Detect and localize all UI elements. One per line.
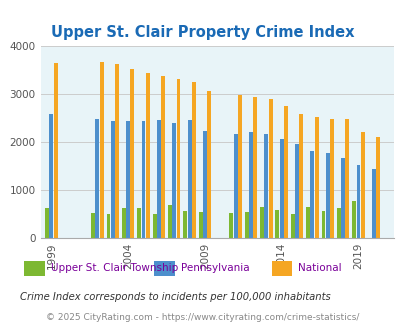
Bar <box>45 208 49 238</box>
Bar <box>375 137 379 238</box>
Bar <box>115 64 119 238</box>
Bar <box>145 73 149 238</box>
Bar <box>279 139 283 238</box>
Text: Upper St. Clair Property Crime Index: Upper St. Clair Property Crime Index <box>51 25 354 40</box>
Bar <box>130 69 134 238</box>
Text: Pennsylvania: Pennsylvania <box>180 263 249 273</box>
Bar <box>233 134 237 238</box>
Bar <box>156 120 160 238</box>
Bar <box>202 131 207 238</box>
Bar <box>371 169 375 238</box>
Bar <box>152 214 156 238</box>
Bar <box>321 211 325 238</box>
Text: National: National <box>298 263 341 273</box>
Bar <box>268 99 272 238</box>
Bar <box>294 144 298 238</box>
Bar <box>187 120 191 238</box>
Bar <box>122 208 126 238</box>
Bar <box>253 97 257 238</box>
Bar <box>53 63 58 238</box>
Bar <box>198 212 202 238</box>
Bar <box>244 212 248 238</box>
Text: Upper St. Clair Township: Upper St. Clair Township <box>51 263 177 273</box>
Bar <box>111 121 115 238</box>
Bar <box>314 117 318 238</box>
Bar <box>126 121 130 238</box>
Bar <box>137 209 141 238</box>
Bar <box>260 207 263 238</box>
Bar <box>141 121 145 238</box>
Bar <box>284 106 287 238</box>
Bar <box>298 114 303 238</box>
Bar <box>352 201 355 238</box>
Text: Crime Index corresponds to incidents per 100,000 inhabitants: Crime Index corresponds to incidents per… <box>20 292 330 302</box>
Bar <box>325 153 329 238</box>
Bar <box>305 207 309 238</box>
Bar <box>172 123 176 238</box>
Bar <box>229 213 233 238</box>
Bar <box>168 205 171 238</box>
Bar <box>360 132 364 238</box>
Bar <box>264 134 268 238</box>
Bar <box>345 119 349 238</box>
Bar <box>356 165 360 238</box>
Bar <box>275 210 279 238</box>
Bar <box>100 62 103 238</box>
Bar <box>207 91 211 238</box>
Bar <box>161 76 165 238</box>
Bar <box>49 114 53 238</box>
Bar <box>310 150 313 238</box>
Bar <box>91 213 95 238</box>
Bar <box>95 119 99 238</box>
Text: © 2025 CityRating.com - https://www.cityrating.com/crime-statistics/: © 2025 CityRating.com - https://www.city… <box>46 314 359 322</box>
Bar <box>329 119 333 238</box>
Bar <box>106 214 110 238</box>
Bar <box>290 214 294 238</box>
Bar <box>340 158 344 238</box>
Bar <box>237 95 241 238</box>
Bar <box>176 79 180 238</box>
Bar <box>336 208 340 238</box>
Bar <box>183 211 187 238</box>
Bar <box>192 82 195 238</box>
Bar <box>248 132 252 238</box>
